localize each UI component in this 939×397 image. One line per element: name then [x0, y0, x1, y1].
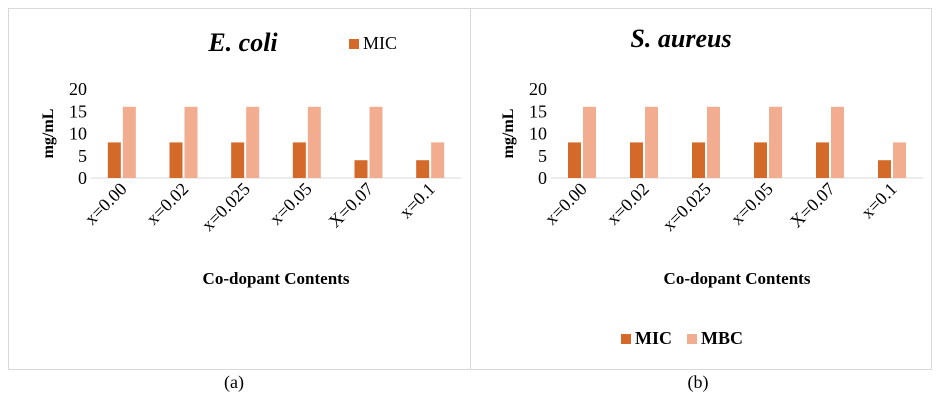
- bar-mic: [416, 160, 430, 178]
- x-tick-label: x=0.1: [857, 179, 901, 223]
- chart-title: E. coli: [207, 28, 278, 57]
- y-tick-label: 0: [78, 168, 87, 188]
- x-axis-label: Co-dopant Contents: [664, 269, 811, 288]
- bar-mic: [107, 142, 121, 178]
- bar-series-2: [307, 106, 321, 178]
- x-tick-label: x=0.05: [727, 179, 777, 229]
- bar-series-2: [369, 106, 383, 178]
- bar-series-2: [431, 142, 445, 178]
- bar-series-2: [184, 106, 198, 178]
- bar-mic: [231, 142, 245, 178]
- x-tick-label: x=0.00: [81, 179, 131, 229]
- legend-swatch: [621, 334, 631, 344]
- x-tick-label: x=0.05: [266, 179, 316, 229]
- x-tick-label: x=0.02: [603, 179, 653, 229]
- chart-title: S. aureus: [630, 24, 731, 53]
- bar-mbc: [831, 106, 844, 178]
- caption-a: (a): [224, 372, 244, 392]
- bar-mic: [354, 160, 368, 178]
- bar-mbc: [583, 106, 596, 178]
- x-tick-label: x=0.00: [541, 179, 591, 229]
- bar-mbc: [707, 106, 720, 178]
- y-tick-label: 15: [69, 101, 87, 121]
- bar-mic: [754, 142, 767, 178]
- bar-mic: [692, 142, 705, 178]
- caption-b: (b): [687, 372, 709, 392]
- bar-mic: [630, 142, 643, 178]
- y-tick-label: 20: [529, 79, 547, 99]
- bar-mbc: [893, 142, 906, 178]
- y-tick-label: 10: [69, 124, 87, 144]
- legend-swatch: [349, 39, 359, 49]
- bar-mic: [169, 142, 183, 178]
- x-tick-label: X=0.07: [325, 179, 378, 232]
- bar-series-2: [122, 106, 136, 178]
- legend-label: MBC: [701, 328, 743, 348]
- x-axis-label: Co-dopant Contents: [203, 269, 350, 288]
- bar-mbc: [645, 106, 658, 178]
- y-tick-label: 15: [529, 101, 547, 121]
- y-tick-label: 5: [78, 146, 87, 166]
- y-tick-label: 20: [69, 79, 87, 99]
- y-axis-label: mg/mL: [40, 109, 57, 159]
- y-axis-label: mg/mL: [500, 109, 517, 159]
- y-tick-label: 5: [538, 146, 547, 166]
- bar-mic: [816, 142, 829, 178]
- bar-mic: [292, 142, 306, 178]
- chart-panel-ecoli: E. coli mg/mL 0 5 10 15 20 x=0.00 x=0.02 x=0.025 x…: [8, 8, 472, 370]
- x-tick-label: X=0.07: [786, 179, 839, 232]
- x-tick-label: x=0.02: [142, 179, 192, 229]
- y-tick-label: 0: [538, 168, 547, 188]
- bar-mbc: [769, 106, 782, 178]
- x-tick-label: x=0.1: [395, 179, 439, 223]
- legend-label: MIC: [635, 328, 672, 348]
- legend-label: MIC: [363, 33, 397, 53]
- x-tick-label: x=0.025: [198, 179, 254, 235]
- x-tick-label: x=0.025: [659, 179, 715, 235]
- chart-panel-saureus: S. aureus mg/mL 0 5 10 15 20 x=0.00 x=0.02 x=0.02…: [470, 8, 932, 370]
- bar-mic: [568, 142, 581, 178]
- bar-series-2: [246, 106, 260, 178]
- bar-mic: [878, 160, 891, 178]
- y-tick-label: 10: [529, 124, 547, 144]
- legend-swatch: [687, 334, 697, 344]
